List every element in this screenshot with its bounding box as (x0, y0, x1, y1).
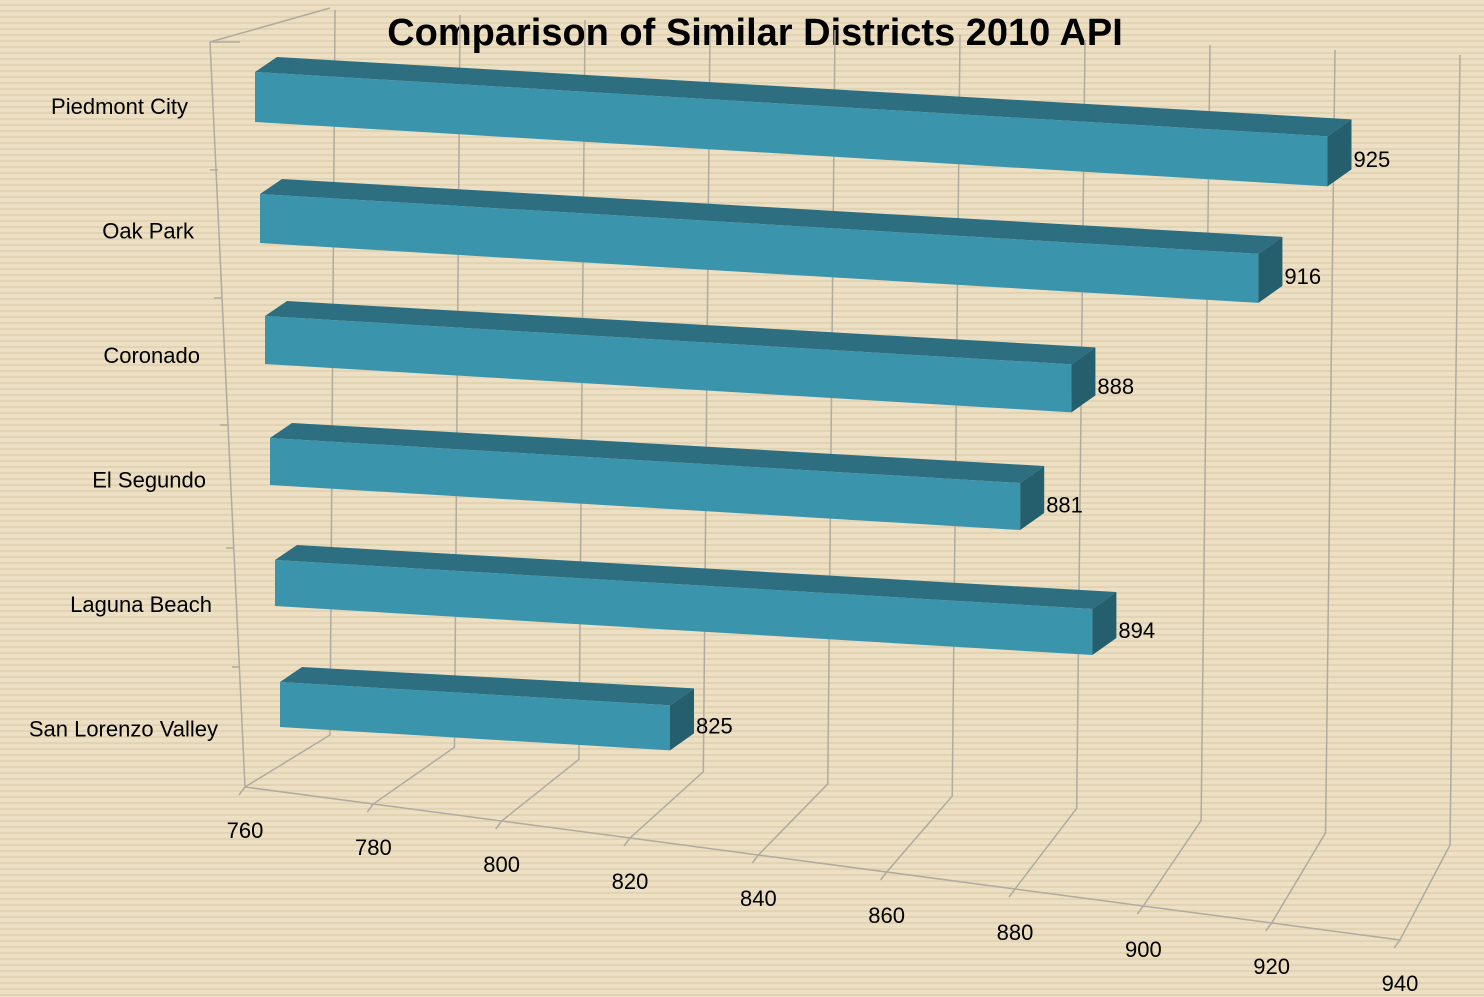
y-tick-label: Coronado (103, 343, 200, 368)
data-label: 894 (1118, 618, 1155, 643)
grid-line (1271, 49, 1336, 924)
grid-line (372, 14, 461, 805)
x-tick-mark (751, 854, 759, 864)
x-tick-label: 800 (483, 852, 520, 877)
bar-side (670, 688, 694, 751)
x-tick-label: 920 (1253, 954, 1290, 979)
x-tick-label: 900 (1125, 937, 1162, 962)
x-tick-label: 940 (1382, 971, 1419, 996)
bar-front (275, 560, 1093, 656)
walls (209, 7, 331, 788)
grid-line (629, 24, 711, 839)
y-tick-label: Oak Park (102, 218, 195, 243)
x-tick-mark (880, 871, 888, 881)
chart-title: Comparison of Similar Districts 2010 API (387, 12, 1123, 54)
bar-top (275, 545, 1117, 610)
x-tick-label: 760 (227, 818, 264, 843)
side-wall-top (209, 7, 331, 43)
bar (255, 57, 1352, 187)
data-label: 916 (1284, 264, 1321, 289)
x-tick-mark (238, 786, 246, 796)
bar-top (265, 301, 1096, 365)
bar-side (1258, 236, 1283, 303)
data-label: 925 (1354, 147, 1391, 172)
grid-line (244, 9, 336, 788)
x-tick-label: 880 (997, 920, 1034, 945)
data-label: 881 (1046, 492, 1083, 517)
bar (280, 667, 694, 751)
x-tick-mark (623, 837, 631, 847)
floor-front-edge (244, 786, 1401, 941)
bar-side (1020, 466, 1045, 531)
bar-front (260, 194, 1259, 303)
x-tick-mark (495, 820, 503, 830)
grid-line (1399, 54, 1461, 941)
data-label: 825 (696, 714, 733, 739)
x-tick-mark (1393, 939, 1401, 949)
bar (270, 423, 1045, 531)
y-tick-label: Piedmont City (51, 94, 188, 119)
bar-side (1071, 347, 1096, 413)
x-tick-mark (1008, 888, 1016, 898)
bar-front (280, 682, 670, 751)
grid-line (501, 19, 586, 822)
bar (260, 179, 1283, 303)
bar (265, 301, 1096, 413)
y-tick-label: El Segundo (92, 467, 206, 492)
x-tick-label: 820 (612, 869, 649, 894)
y-tick-label: San Lorenzo Valley (29, 716, 218, 741)
bar-front (255, 72, 1328, 187)
y-tick-label: Laguna Beach (70, 592, 212, 617)
grid-line (886, 34, 961, 873)
grid-line (757, 29, 836, 856)
bar-top (260, 179, 1283, 254)
bar (275, 545, 1117, 656)
x-tick-mark (366, 803, 374, 813)
x-tick-label: 780 (355, 835, 392, 860)
data-label: 888 (1097, 374, 1134, 399)
x-tick-label: 860 (868, 903, 905, 928)
grid-line (1142, 44, 1211, 907)
grid-line (1014, 39, 1086, 890)
bar-top (280, 667, 694, 706)
bar-top (255, 57, 1352, 137)
x-tick-label: 840 (740, 886, 777, 911)
bar-front (265, 316, 1072, 413)
x-tick-mark (1136, 905, 1144, 915)
bar-side (1327, 119, 1352, 187)
bar-top (270, 423, 1045, 484)
bar-front (270, 438, 1021, 531)
bar-side (1092, 592, 1117, 656)
side-wall-edge (209, 41, 246, 788)
x-tick-mark (1265, 922, 1273, 932)
